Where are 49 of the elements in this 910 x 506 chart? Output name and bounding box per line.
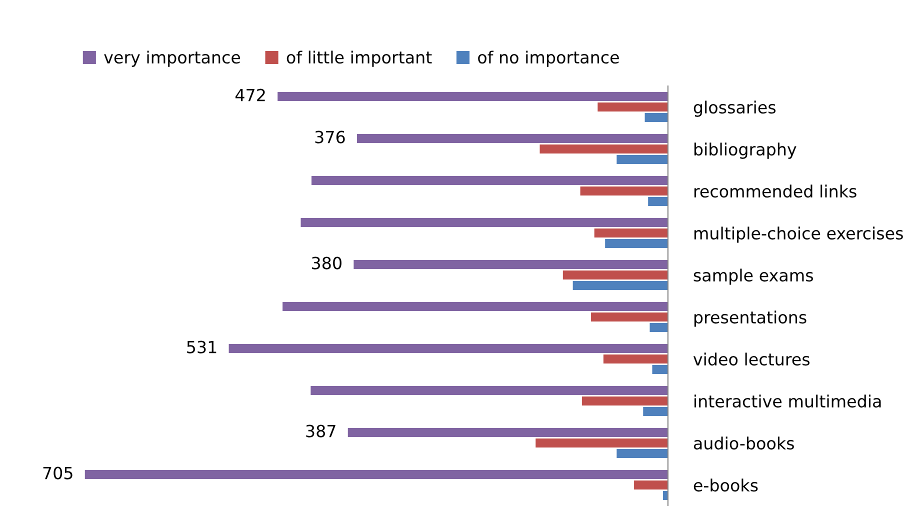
bar	[650, 323, 668, 332]
y-tick-label: multiple-choice exercises	[694, 226, 903, 243]
data-label: 380	[312, 256, 342, 270]
bar	[582, 396, 668, 406]
y-tick-label: bibliography	[694, 142, 796, 159]
legend-label: very importance	[104, 50, 240, 67]
data-label: 387	[306, 424, 336, 438]
bar	[616, 449, 668, 458]
data-label: 531	[187, 340, 216, 354]
bar	[616, 155, 668, 164]
bar	[282, 302, 668, 311]
data-label: 472	[235, 88, 265, 102]
bar	[594, 228, 668, 238]
bar	[644, 113, 668, 122]
bar	[572, 281, 668, 290]
bar	[580, 186, 668, 196]
bar	[603, 354, 668, 364]
bar	[84, 470, 668, 479]
y-tick-label: audio-books	[694, 436, 794, 450]
y-tick-label: recommended links	[694, 184, 856, 198]
bar	[643, 407, 668, 416]
bar	[354, 260, 668, 269]
bar	[536, 438, 668, 448]
y-tick-label: presentations	[694, 310, 806, 327]
bar	[662, 491, 668, 500]
bar	[605, 239, 668, 248]
legend-label: of little important	[286, 50, 432, 67]
bar	[228, 344, 668, 353]
bar	[310, 386, 668, 395]
data-label: 376	[315, 130, 345, 144]
bar	[348, 428, 668, 437]
bar	[634, 480, 668, 490]
data-label: 705	[43, 466, 72, 480]
bar	[540, 144, 668, 154]
bar	[598, 102, 668, 112]
y-tick-label: interactive multimedia	[694, 394, 881, 408]
y-tick-label: glossaries	[694, 100, 776, 117]
bar	[356, 134, 668, 143]
bar	[648, 197, 668, 206]
legend-label: of no importance	[478, 50, 619, 67]
bar	[278, 92, 668, 101]
bar	[311, 176, 668, 185]
y-tick-label: video lectures	[693, 352, 810, 366]
y-tick-label: e-books	[694, 478, 758, 492]
bar	[591, 312, 668, 322]
bar	[300, 218, 668, 227]
y-tick-label: sample exams	[694, 268, 813, 285]
bar	[652, 365, 668, 374]
bar	[562, 270, 668, 280]
